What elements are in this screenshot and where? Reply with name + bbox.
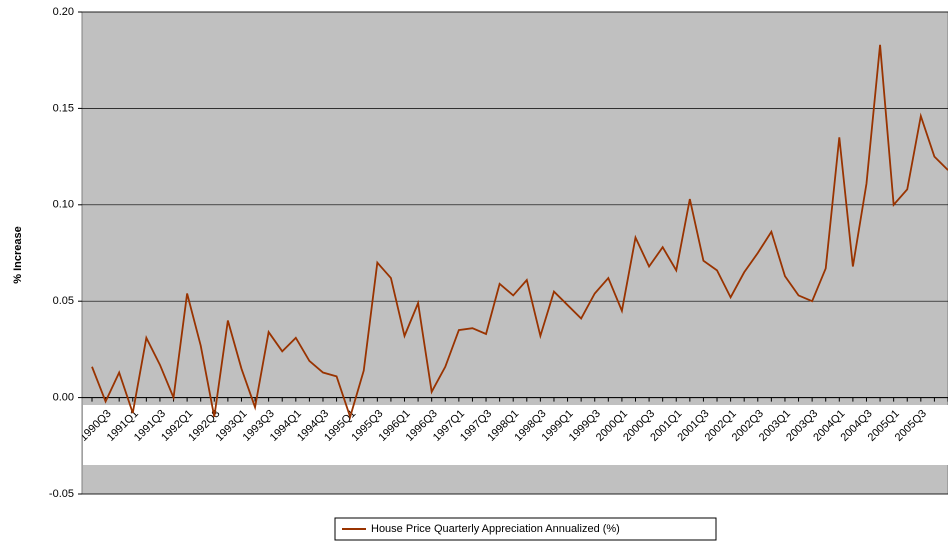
y-tick-label: -0.05 [49, 488, 74, 500]
y-tick-label: 0.00 [53, 392, 74, 404]
legend-label: House Price Quarterly Appreciation Annua… [371, 523, 620, 535]
y-axis-label: % Increase [12, 226, 24, 283]
line [91, 44, 948, 420]
y-tick-label: 0.05 [53, 295, 74, 307]
y-tick-label: 0.20 [53, 6, 74, 18]
y-tick-label: 0.10 [53, 199, 74, 211]
series [91, 44, 948, 420]
legend-box [334, 517, 717, 541]
x-label-band [83, 405, 948, 465]
y-tick-label: 0.15 [53, 102, 74, 114]
